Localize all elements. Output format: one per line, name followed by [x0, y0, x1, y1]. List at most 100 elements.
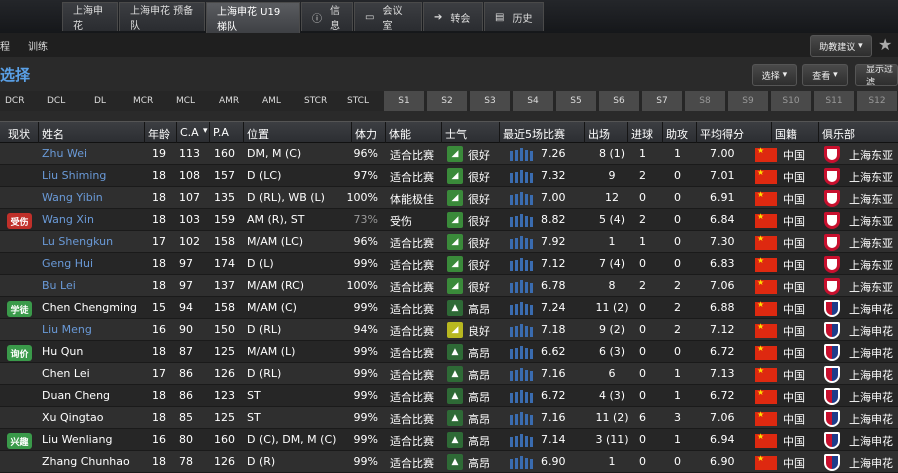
- status-badge[interactable]: 询价: [7, 345, 32, 361]
- assistant-advice-button[interactable]: 助教建议 ▾: [810, 35, 872, 57]
- column-header-pa[interactable]: P.A: [213, 126, 229, 139]
- cell-ca: 87: [179, 345, 193, 358]
- slot-s1[interactable]: S1: [384, 91, 424, 111]
- cell-name[interactable]: Chen Chengming: [42, 301, 137, 314]
- table-row[interactable]: Zhang Chunhao 18 78 126 D (R) 99% 适合比赛 ▲ 高昂 6.90 1…: [0, 451, 898, 473]
- position-dcl[interactable]: DCL: [47, 96, 66, 106]
- column-divider: [696, 122, 697, 143]
- tab-6[interactable]: ▤ 历史: [484, 2, 544, 31]
- column-header-form[interactable]: 最近5场比赛: [503, 128, 565, 141]
- tab-0[interactable]: 上海申花: [62, 2, 118, 32]
- cell-rating: 7.14: [541, 433, 566, 446]
- table-row[interactable]: Duan Cheng 18 86 123 ST 99% 适合比赛 ▲ 高昂 6.72 4 (3) 0 1…: [0, 385, 898, 407]
- table-row[interactable]: Chen Lei 17 86 126 D (RL) 99% 适合比赛 ▲ 高昂 7.16 6 0 1 7.…: [0, 363, 898, 385]
- position-mcl[interactable]: MCL: [176, 96, 196, 106]
- slot-s7[interactable]: S7: [642, 91, 682, 111]
- cell-name[interactable]: Wang Yibin: [42, 191, 103, 204]
- table-row[interactable]: Bu Lei 18 97 137 M/AM (RC) 100% 适合比赛 ◢ 很好 6.78 8 2 2…: [0, 275, 898, 297]
- column-header-avg[interactable]: 平均得分: [700, 128, 744, 141]
- cell-name[interactable]: Liu Shiming: [42, 169, 107, 182]
- column-header-assists[interactable]: 助攻: [666, 128, 688, 141]
- form-bar: [525, 259, 528, 271]
- column-header-goals[interactable]: 进球: [631, 128, 653, 141]
- tab-3[interactable]: ⓘ 信息: [301, 2, 353, 32]
- cell-name[interactable]: Bu Lei: [42, 279, 76, 292]
- tab-4[interactable]: ▭ 会议室: [354, 2, 422, 32]
- cell-name[interactable]: Liu Wenliang: [42, 433, 113, 446]
- position-stcr[interactable]: STCR: [304, 96, 328, 106]
- cell-name[interactable]: Lu Shengkun: [42, 235, 114, 248]
- tab-1[interactable]: 上海申花 预备队: [119, 2, 205, 32]
- form-bar: [515, 347, 518, 359]
- table-row[interactable]: Liu Meng 16 90 150 D (RL) 94% 适合比赛 ◢ 良好 7.18 9 (2)…: [0, 319, 898, 341]
- star-icon[interactable]: ★: [878, 35, 893, 54]
- view-button[interactable]: 查看 ▾: [802, 64, 848, 86]
- slot-s2[interactable]: S2: [427, 91, 467, 111]
- slot-s10[interactable]: S10: [771, 91, 811, 111]
- column-header-fitness[interactable]: 体力: [355, 128, 377, 141]
- form-bars: [510, 411, 534, 425]
- cell-name[interactable]: Wang Xin: [42, 213, 94, 226]
- cell-rating: 7.00: [541, 191, 566, 204]
- table-row[interactable]: 询价 Hu Qun 18 87 125 M/AM (L) 99% 适合比赛 ▲ 高昂 6.62 6 (…: [0, 341, 898, 363]
- column-header-condition[interactable]: 体能: [389, 128, 411, 141]
- status-badge[interactable]: 学徒: [7, 301, 32, 317]
- position-dcr[interactable]: DCR: [5, 96, 25, 106]
- form-bar: [515, 171, 518, 183]
- column-header-name[interactable]: 姓名: [42, 128, 64, 141]
- show-filter-button[interactable]: 显示过滤: [855, 64, 898, 86]
- cell-name[interactable]: Hu Qun: [42, 345, 84, 358]
- table-row[interactable]: Xu Qingtao 18 85 125 ST 99% 适合比赛 ▲ 高昂 7.16 11 (2) 6…: [0, 407, 898, 429]
- cell-name[interactable]: Duan Cheng: [42, 389, 111, 402]
- column-header-position[interactable]: 位置: [247, 128, 269, 141]
- subnav-item-training[interactable]: 训练: [28, 42, 48, 53]
- position-amr[interactable]: AMR: [219, 96, 240, 106]
- status-badge[interactable]: 受伤: [7, 213, 32, 229]
- cell-name[interactable]: Zhang Chunhao: [42, 455, 130, 468]
- cell-name[interactable]: Liu Meng: [42, 323, 92, 336]
- cell-avg: 6.84: [710, 213, 735, 226]
- cell-name[interactable]: Geng Hui: [42, 257, 94, 270]
- table-row[interactable]: Geng Hui 18 97 174 D (L) 99% 适合比赛 ◢ 很好 7.12 7 (4) 0…: [0, 253, 898, 275]
- column-header-nation[interactable]: 国籍: [775, 128, 797, 141]
- slot-s8[interactable]: S8: [685, 91, 725, 111]
- cell-goals: 0: [639, 323, 646, 336]
- table-row[interactable]: 兴趣 Liu Wenliang 16 80 160 D (C), DM, M (C) 99%…: [0, 429, 898, 451]
- position-mcr[interactable]: MCR: [133, 96, 154, 106]
- position-aml[interactable]: AML: [262, 96, 281, 106]
- column-header-age[interactable]: 年龄: [148, 128, 170, 141]
- slot-s12[interactable]: S12: [857, 91, 897, 111]
- subnav-item-left[interactable]: 程: [0, 42, 10, 53]
- tab-5[interactable]: ➔ 转会: [423, 2, 483, 31]
- column-header-status[interactable]: 现状: [8, 128, 30, 141]
- cell-name[interactable]: Chen Lei: [42, 367, 90, 380]
- slot-s9[interactable]: S9: [728, 91, 768, 111]
- cell-name[interactable]: Zhu Wei: [42, 147, 88, 160]
- form-bar: [520, 368, 523, 381]
- table-row[interactable]: 受伤 Wang Xin 18 103 159 AM (R), ST 73% 受伤 ◢ 很好 8.82…: [0, 209, 898, 231]
- select-button[interactable]: 选择 ▾: [752, 64, 797, 86]
- table-row[interactable]: Zhu Wei 19 113 160 DM, M (C) 96% 适合比赛 ◢ 很好 7.26 8 …: [0, 143, 898, 165]
- position-stcl[interactable]: STCL: [347, 96, 369, 106]
- position-dl[interactable]: DL: [94, 96, 106, 106]
- china-flag-icon: [755, 410, 777, 426]
- cell-rating: 7.16: [541, 411, 566, 424]
- table-row[interactable]: 学徒 Chen Chengming 15 94 158 M/AM (C) 99% 适合比赛 ▲ 高…: [0, 297, 898, 319]
- cell-club: 上海申花: [849, 347, 893, 360]
- slot-s11[interactable]: S11: [814, 91, 854, 111]
- cell-name[interactable]: Xu Qingtao: [42, 411, 104, 424]
- slot-s4[interactable]: S4: [513, 91, 553, 111]
- column-header-club[interactable]: 俱乐部: [822, 128, 855, 141]
- tab-2[interactable]: 上海申花 U19梯队: [206, 2, 300, 33]
- table-row[interactable]: Lu Shengkun 17 102 158 M/AM (LC) 96% 适合比赛 ◢ 很好 7.…: [0, 231, 898, 253]
- slot-s6[interactable]: S6: [599, 91, 639, 111]
- table-row[interactable]: Liu Shiming 18 108 157 D (LC) 97% 适合比赛 ◢ 很好 7.32 9…: [0, 165, 898, 187]
- column-header-apps[interactable]: 出场: [588, 128, 610, 141]
- column-header-ca[interactable]: C.A: [180, 126, 199, 139]
- table-row[interactable]: Wang Yibin 18 107 135 D (RL), WB (L) 100% 体能极佳…: [0, 187, 898, 209]
- slot-s5[interactable]: S5: [556, 91, 596, 111]
- slot-s3[interactable]: S3: [470, 91, 510, 111]
- cell-position: AM (R), ST: [247, 213, 305, 226]
- column-header-morale[interactable]: 士气: [445, 128, 467, 141]
- status-badge[interactable]: 兴趣: [7, 433, 32, 449]
